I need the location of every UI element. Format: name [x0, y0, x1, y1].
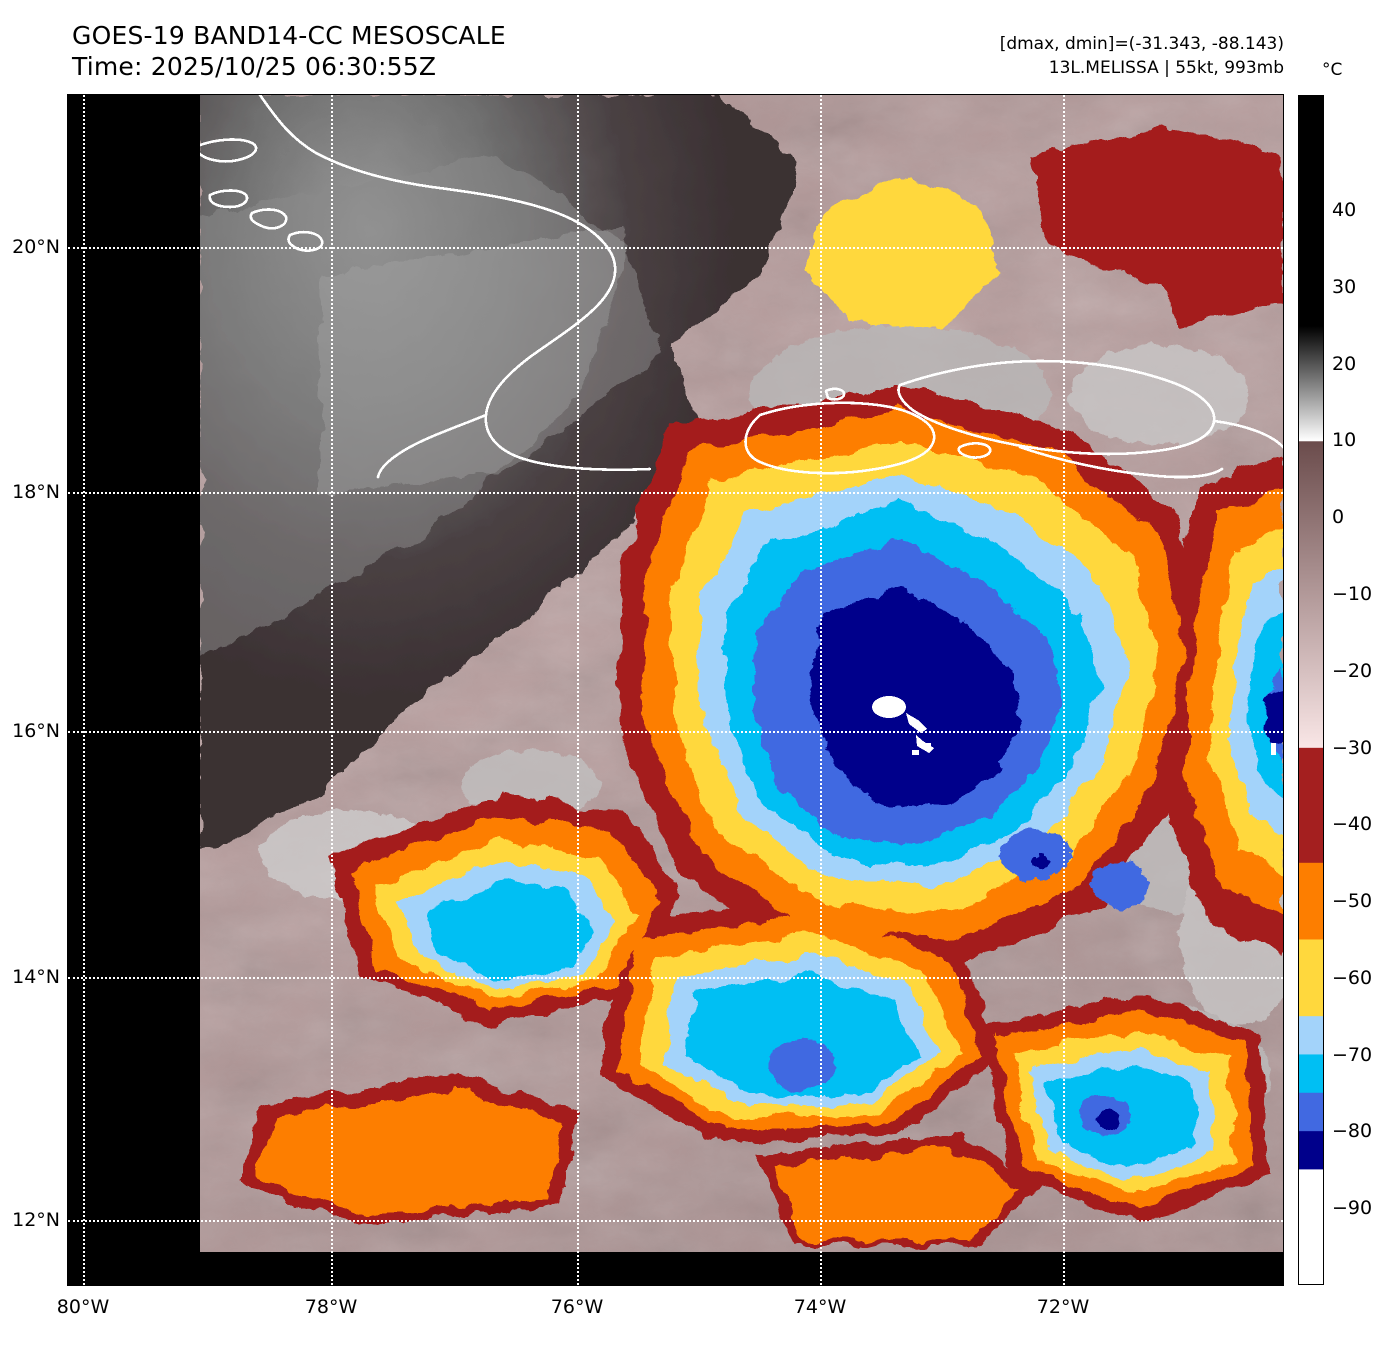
colorbar-tick-neg50: −50 [1332, 890, 1373, 913]
y-tick-16n: 16°N [12, 720, 60, 742]
colorbar-tick-neg30: −30 [1332, 736, 1373, 759]
colorbar-tick-0: 0 [1332, 506, 1345, 529]
x-tick-78w: 78°W [304, 1296, 358, 1318]
page-title: GOES-19 BAND14-CC MESOSCALE [72, 21, 506, 50]
colorbar-tick-neg60: −60 [1332, 966, 1373, 989]
colorbar[interactable] [1298, 95, 1324, 1285]
y-tick-18n: 18°N [12, 481, 60, 503]
colorbar-unit-label: °C [1322, 60, 1343, 80]
y-tick-12n: 12°N [12, 1209, 60, 1231]
colorbar-tick-neg20: −20 [1332, 659, 1373, 682]
colorbar-tick-neg90: −90 [1332, 1197, 1373, 1220]
gridline-lon-80w [83, 95, 85, 1285]
colorbar-tick-10: 10 [1332, 429, 1357, 452]
x-tick-72w: 72°W [1036, 1296, 1090, 1318]
x-tick-80w: 80°W [56, 1296, 110, 1318]
y-tick-14n: 14°N [12, 966, 60, 988]
timestamp-label: Time: 2025/10/25 06:30:55Z [72, 52, 437, 81]
copyright-label: Copyright © 2020-2025 Dapiya [80, 1283, 420, 1305]
storm-info-label: 13L.MELISSA | 55kt, 993mb [1048, 58, 1284, 78]
satellite-image-plot[interactable] [68, 95, 1283, 1285]
metadata-block: [dmax, dmin]=(-31.343, -88.143) 13L.MELI… [1000, 32, 1284, 80]
colorbar-tick-neg10: −10 [1332, 583, 1373, 606]
x-tick-76w: 76°W [550, 1296, 604, 1318]
colorbar-tick-neg40: −40 [1332, 813, 1373, 836]
colorbar-tick-30: 30 [1332, 275, 1357, 298]
colorbar-tick-neg80: −80 [1332, 1120, 1373, 1143]
colorbar-tick-40: 40 [1332, 199, 1357, 222]
colorbar-tick-neg70: −70 [1332, 1043, 1373, 1066]
satellite-raster [200, 95, 1283, 1252]
x-tick-74w: 74°W [793, 1296, 847, 1318]
colorbar-tick-20: 20 [1332, 352, 1357, 375]
y-tick-20n: 20°N [12, 236, 60, 258]
chart-title-block: GOES-19 BAND14-CC MESOSCALE Time: 2025/1… [72, 20, 506, 82]
dminmax-label: [dmax, dmin]=(-31.343, -88.143) [999, 34, 1284, 54]
